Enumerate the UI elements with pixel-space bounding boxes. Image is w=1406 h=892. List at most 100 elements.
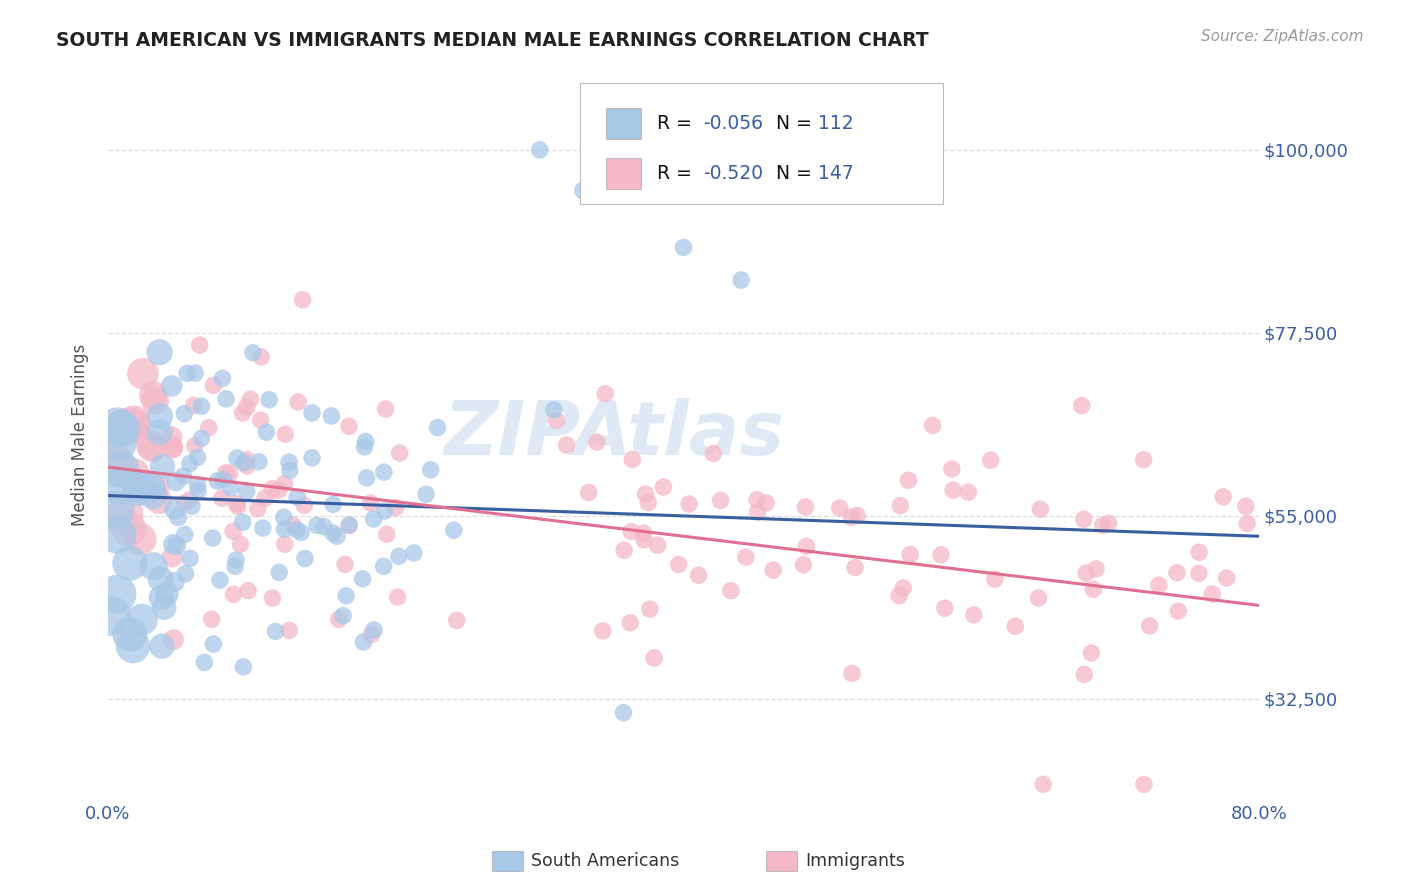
Point: [252, 521, 274, 535]
Point: [796, 540, 818, 554]
Point: [1234, 499, 1257, 513]
Point: [139, 438, 162, 452]
Point: [262, 591, 284, 606]
Point: [352, 572, 374, 586]
Point: [225, 553, 247, 567]
Point: [287, 395, 309, 409]
Point: [363, 512, 385, 526]
Point: [202, 637, 225, 651]
Point: [179, 492, 201, 507]
Point: [337, 517, 360, 532]
Point: [278, 624, 301, 638]
Point: [446, 613, 468, 627]
Point: [792, 558, 814, 572]
Point: [173, 527, 195, 541]
Point: [193, 656, 215, 670]
Point: [1032, 777, 1054, 791]
Point: [160, 430, 183, 444]
Point: [620, 524, 643, 539]
Point: [202, 378, 225, 392]
Point: [730, 273, 752, 287]
Text: R =: R =: [657, 114, 697, 133]
Point: [638, 602, 661, 616]
Point: [702, 446, 724, 460]
Point: [419, 463, 441, 477]
Point: [332, 608, 354, 623]
Point: [235, 452, 257, 467]
Point: [934, 601, 956, 615]
Point: [387, 590, 409, 604]
Point: [678, 497, 700, 511]
Point: [321, 409, 343, 423]
Point: [226, 450, 249, 465]
Point: [128, 479, 150, 493]
Point: [374, 401, 396, 416]
Point: [104, 503, 127, 517]
Point: [652, 480, 675, 494]
Point: [1133, 777, 1156, 791]
Point: [215, 392, 238, 406]
Point: [111, 422, 134, 436]
Point: [117, 522, 139, 536]
Point: [375, 527, 398, 541]
Point: [1076, 566, 1098, 580]
Point: [148, 494, 170, 508]
Point: [226, 500, 249, 514]
Point: [426, 420, 449, 434]
Point: [285, 490, 308, 504]
Point: [301, 406, 323, 420]
Point: [105, 587, 128, 601]
Point: [165, 475, 187, 489]
Point: [1080, 646, 1102, 660]
Point: [388, 446, 411, 460]
Point: [142, 388, 165, 402]
Point: [619, 615, 641, 630]
Point: [197, 421, 219, 435]
Point: [745, 492, 768, 507]
Point: [572, 184, 595, 198]
Point: [103, 456, 125, 470]
Point: [253, 491, 276, 506]
Point: [889, 589, 911, 603]
Point: [184, 439, 207, 453]
Point: [190, 431, 212, 445]
FancyBboxPatch shape: [579, 83, 942, 204]
Point: [110, 462, 132, 476]
Point: [546, 413, 568, 427]
Point: [621, 452, 644, 467]
Point: [122, 418, 145, 433]
Point: [190, 399, 212, 413]
Point: [1091, 518, 1114, 533]
Point: [356, 471, 378, 485]
Point: [236, 400, 259, 414]
Point: [141, 441, 163, 455]
Point: [207, 474, 229, 488]
Point: [187, 477, 209, 491]
Point: [100, 608, 122, 623]
Point: [162, 441, 184, 455]
Point: [128, 483, 150, 497]
Point: [314, 519, 336, 533]
Point: [1147, 578, 1170, 592]
Point: [1073, 667, 1095, 681]
Point: [131, 613, 153, 627]
Point: [273, 510, 295, 524]
Point: [225, 497, 247, 511]
Text: SOUTH AMERICAN VS IMMIGRANTS MEDIAN MALE EARNINGS CORRELATION CHART: SOUTH AMERICAN VS IMMIGRANTS MEDIAN MALE…: [56, 31, 929, 50]
Point: [305, 518, 328, 533]
Point: [844, 560, 866, 574]
Point: [709, 493, 731, 508]
Point: [162, 549, 184, 564]
Point: [720, 583, 742, 598]
Point: [179, 457, 201, 471]
Point: [267, 483, 290, 498]
Point: [1166, 566, 1188, 580]
Point: [181, 499, 204, 513]
Point: [114, 506, 136, 520]
Point: [1097, 516, 1119, 531]
Point: [578, 485, 600, 500]
Point: [143, 393, 166, 408]
Point: [162, 440, 184, 454]
Point: [1212, 490, 1234, 504]
Point: [162, 537, 184, 551]
